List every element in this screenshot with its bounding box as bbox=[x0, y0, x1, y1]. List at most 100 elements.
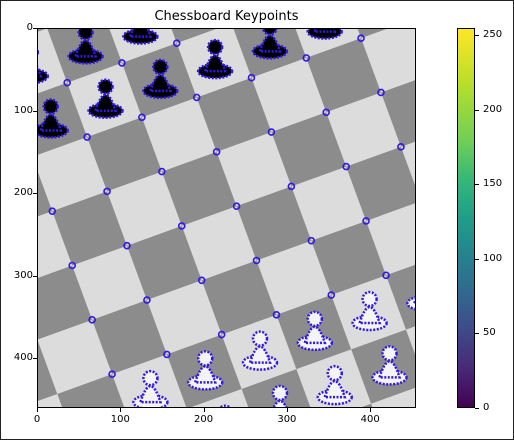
dark-square bbox=[126, 225, 202, 301]
colorbar-tick-label: 100 bbox=[483, 252, 503, 264]
keypoint-marker bbox=[357, 34, 365, 42]
white-pawn bbox=[316, 364, 354, 406]
y-tick-label: 300 bbox=[13, 269, 33, 281]
keypoint-marker bbox=[362, 217, 370, 225]
dark-square bbox=[171, 29, 216, 44]
y-tick-label: 200 bbox=[13, 187, 33, 199]
keypoint-marker bbox=[377, 88, 385, 97]
white-pawn bbox=[351, 290, 388, 332]
plot-title: Chessboard Keypoints bbox=[154, 9, 299, 24]
white-pawn bbox=[241, 330, 279, 371]
x-tick-label-mark bbox=[370, 408, 372, 412]
dark-square bbox=[52, 191, 127, 266]
colorbar-tick-label: 250 bbox=[483, 29, 503, 41]
keypoint-marker bbox=[143, 296, 151, 304]
dark-square bbox=[38, 265, 93, 340]
keypoint-marker bbox=[252, 256, 261, 265]
white-pawn bbox=[186, 350, 224, 391]
colorbar-tick-mark bbox=[475, 109, 479, 111]
colorbar-tick-mark bbox=[475, 333, 479, 335]
y-tick-label: 400 bbox=[13, 352, 33, 364]
y-tick-label: 100 bbox=[13, 104, 33, 116]
colorbar-tick-mark bbox=[475, 184, 479, 186]
chessboard-image bbox=[38, 29, 415, 407]
white-pawn bbox=[296, 310, 334, 352]
keypoint-marker bbox=[232, 202, 241, 210]
colorbar-tick-label: 200 bbox=[483, 103, 503, 115]
colorbar bbox=[457, 28, 475, 408]
keypoint-marker bbox=[103, 187, 111, 196]
keypoint-marker bbox=[123, 241, 131, 250]
dark-square bbox=[357, 29, 387, 39]
x-tick-label-mark bbox=[37, 408, 38, 412]
black-pawn bbox=[196, 38, 234, 80]
plot-area bbox=[37, 28, 416, 408]
colorbar-tick-label: 150 bbox=[483, 178, 503, 190]
y-tick-label-mark bbox=[33, 275, 37, 277]
dark-square bbox=[236, 186, 312, 261]
white-pawn bbox=[219, 404, 232, 407]
black-pawn bbox=[87, 78, 124, 119]
x-tick-label: 100 bbox=[110, 414, 130, 425]
dark-square bbox=[346, 146, 415, 221]
white-pawn bbox=[406, 296, 415, 311]
x-tick-label: 300 bbox=[277, 414, 297, 425]
black-pawn bbox=[38, 98, 69, 139]
keypoint-marker bbox=[397, 143, 405, 151]
colorbar-tick-label: 0 bbox=[483, 402, 490, 413]
dark-square bbox=[57, 374, 125, 407]
dark-square bbox=[38, 29, 46, 32]
keypoint-marker bbox=[138, 113, 146, 122]
keypoint-marker bbox=[212, 148, 221, 156]
keypoint-marker bbox=[307, 236, 316, 245]
black-pawn bbox=[251, 29, 289, 60]
dark-square bbox=[386, 264, 415, 330]
x-tick-label: 400 bbox=[360, 414, 380, 425]
black-pawn bbox=[142, 58, 179, 100]
keypoint-marker bbox=[48, 207, 57, 215]
black-pawn bbox=[306, 29, 343, 40]
y-tick-label-mark bbox=[33, 28, 37, 29]
keypoint-marker bbox=[68, 261, 76, 270]
colorbar-tick-mark bbox=[475, 408, 479, 409]
keypoint-marker bbox=[177, 222, 186, 230]
keypoint-marker bbox=[267, 128, 276, 136]
keypoint-marker bbox=[247, 73, 256, 82]
x-tick-label: 200 bbox=[194, 414, 214, 425]
keypoint-marker bbox=[118, 59, 126, 67]
white-pawn bbox=[132, 369, 169, 407]
keypoint-marker bbox=[327, 291, 336, 299]
keypoint-marker bbox=[322, 108, 331, 117]
keypoint-marker bbox=[287, 182, 296, 191]
white-pawn bbox=[371, 345, 408, 386]
dark-square bbox=[311, 220, 387, 296]
keypoint-marker bbox=[382, 271, 390, 280]
keypoint-marker bbox=[342, 162, 350, 171]
keypoint-marker bbox=[217, 330, 226, 339]
dark-square bbox=[380, 80, 415, 147]
keypoint-marker bbox=[163, 350, 171, 359]
colorbar-tick-label: 50 bbox=[483, 327, 496, 339]
keypoint-marker bbox=[302, 54, 311, 62]
y-tick-label-mark bbox=[33, 358, 37, 360]
dark-square bbox=[38, 341, 58, 401]
keypoint-marker bbox=[197, 276, 206, 285]
dark-square bbox=[92, 300, 167, 375]
dark-square bbox=[362, 403, 373, 407]
keypoint-marker bbox=[158, 167, 166, 176]
dark-square bbox=[306, 38, 381, 113]
black-pawn bbox=[38, 48, 50, 84]
x-tick-label-mark bbox=[203, 408, 205, 412]
dark-square bbox=[87, 117, 162, 192]
keypoint-marker bbox=[88, 316, 96, 324]
black-pawn bbox=[122, 29, 159, 45]
y-tick-label: 0 bbox=[26, 22, 33, 33]
y-tick-label-mark bbox=[33, 193, 37, 195]
x-tick-label: 0 bbox=[33, 414, 41, 425]
keypoint-marker bbox=[108, 370, 116, 378]
x-tick-label-mark bbox=[120, 408, 122, 412]
dark-square bbox=[271, 112, 347, 187]
keypoint-marker bbox=[172, 39, 181, 47]
white-pawn bbox=[271, 384, 289, 407]
